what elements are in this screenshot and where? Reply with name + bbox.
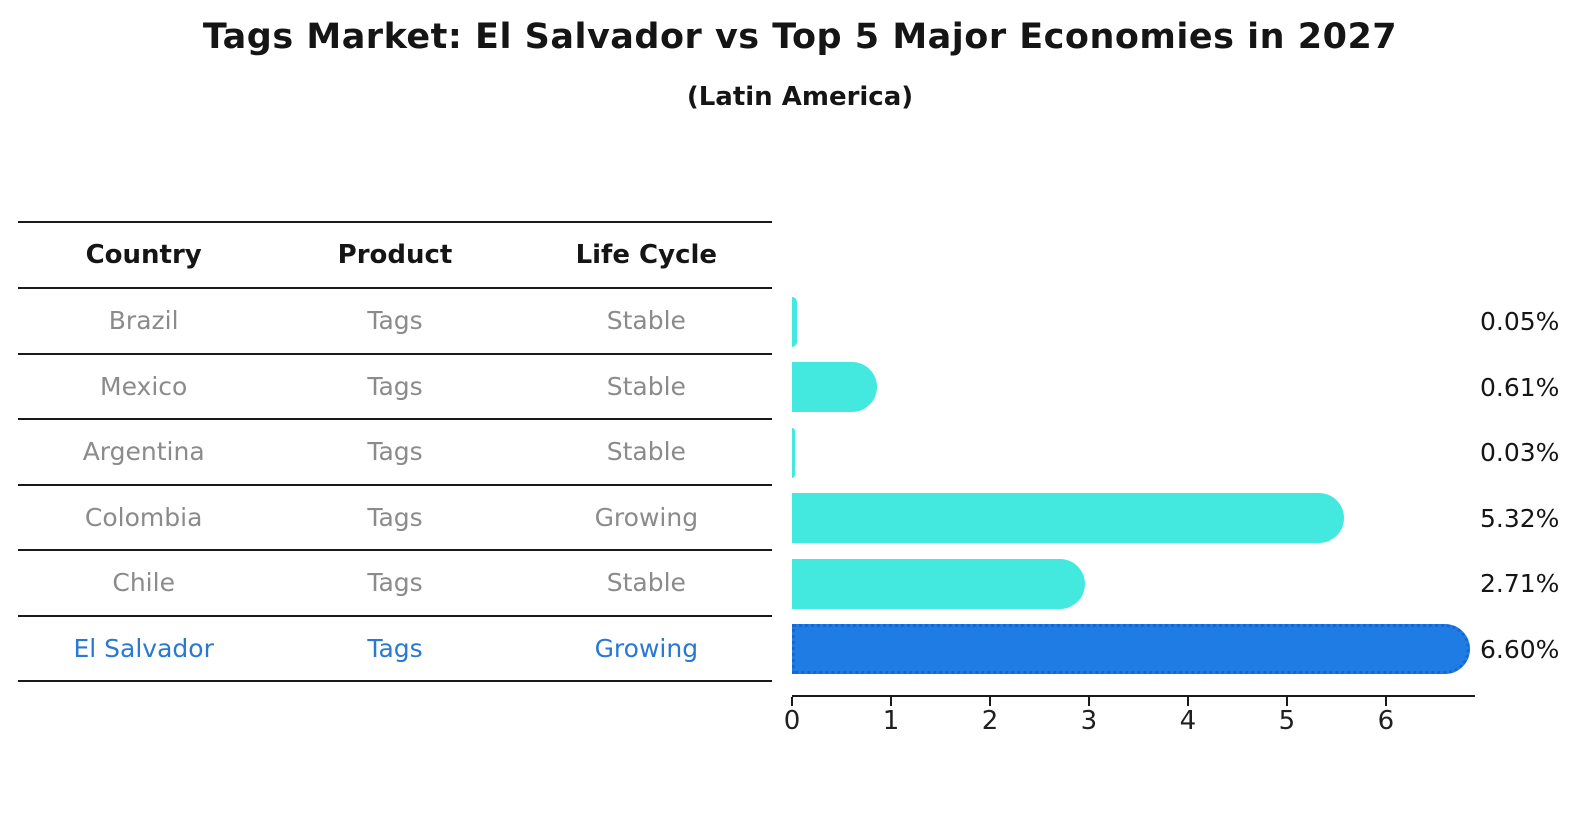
cell-life-cycle: Growing bbox=[594, 633, 699, 663]
cell-product: Tags bbox=[367, 633, 423, 663]
bar-row bbox=[792, 551, 1475, 617]
cell-country: Mexico bbox=[100, 371, 188, 401]
bar-row bbox=[792, 420, 1475, 486]
x-axis-tick bbox=[889, 697, 892, 706]
header-cell-life-cycle: Life Cycle bbox=[575, 239, 718, 270]
cell-country: Colombia bbox=[84, 502, 203, 532]
cell-product: Tags bbox=[367, 437, 423, 466]
bar-argentina bbox=[792, 427, 795, 478]
bar-row bbox=[792, 289, 1475, 355]
bar-chile bbox=[792, 558, 1086, 609]
cell-product: Tags bbox=[367, 568, 423, 597]
header-cell-product: Product bbox=[337, 239, 453, 270]
table-row: Mexico Tags Stable bbox=[18, 355, 772, 420]
x-axis-tick bbox=[1285, 697, 1288, 706]
value-label: 0.03% bbox=[1480, 438, 1560, 468]
cell-life-cycle: Stable bbox=[606, 437, 686, 466]
cell-country: El Salvador bbox=[73, 633, 214, 663]
bar-row bbox=[792, 355, 1475, 421]
x-axis-tick-label: 3 bbox=[1080, 706, 1098, 736]
x-axis-tick bbox=[1186, 697, 1189, 706]
table-header-row: Country Product Life Cycle bbox=[18, 223, 772, 289]
value-label: 2.71% bbox=[1480, 569, 1560, 599]
bar-row bbox=[792, 486, 1475, 552]
cell-life-cycle: Stable bbox=[606, 306, 686, 335]
value-label: 0.05% bbox=[1480, 307, 1560, 337]
header-cell-country: Country bbox=[85, 239, 202, 270]
cell-product: Tags bbox=[367, 371, 423, 401]
cell-country: Brazil bbox=[108, 306, 179, 335]
x-axis-tick bbox=[1384, 697, 1387, 706]
cell-life-cycle: Stable bbox=[606, 371, 686, 401]
chart-subtitle: (Latin America) bbox=[686, 82, 914, 112]
cell-life-cycle: Growing bbox=[594, 502, 699, 532]
x-axis-tick bbox=[1087, 697, 1090, 706]
table-row: Chile Tags Stable bbox=[18, 551, 772, 617]
x-axis-tick-label: 6 bbox=[1377, 706, 1395, 736]
x-axis-tick bbox=[791, 697, 793, 706]
x-axis-tick-label: 0 bbox=[783, 706, 801, 736]
cell-product: Tags bbox=[367, 306, 423, 335]
bar-colombia bbox=[792, 493, 1344, 543]
chart-title: Tags Market: El Salvador vs Top 5 Major … bbox=[202, 17, 1398, 57]
x-axis-line bbox=[792, 695, 1475, 697]
bars-area bbox=[792, 289, 1475, 682]
value-label: 6.60% bbox=[1480, 634, 1560, 664]
table-row: Colombia Tags Growing bbox=[18, 486, 772, 551]
x-axis-tick-label: 2 bbox=[981, 706, 999, 736]
country-table: Country Product Life Cycle Brazil Tags S… bbox=[18, 221, 772, 682]
value-label: 5.32% bbox=[1480, 503, 1560, 533]
cell-country: Argentina bbox=[82, 437, 205, 466]
bar-row bbox=[792, 617, 1475, 683]
x-axis-tick-label: 4 bbox=[1179, 706, 1197, 736]
table-row: Brazil Tags Stable bbox=[18, 289, 772, 355]
x-axis-tick-label: 5 bbox=[1278, 706, 1296, 736]
x-axis-tick bbox=[988, 697, 991, 706]
table-row: El Salvador Tags Growing bbox=[18, 617, 772, 682]
value-label: 0.61% bbox=[1480, 372, 1560, 402]
bar-el-salvador bbox=[792, 624, 1471, 674]
cell-life-cycle: Stable bbox=[606, 568, 686, 597]
cell-product: Tags bbox=[367, 502, 423, 532]
cell-country: Chile bbox=[112, 568, 175, 597]
table-row: Argentina Tags Stable bbox=[18, 420, 772, 486]
bar-mexico bbox=[792, 362, 878, 412]
bar-brazil bbox=[792, 296, 797, 347]
x-axis-tick-label: 1 bbox=[882, 706, 900, 736]
